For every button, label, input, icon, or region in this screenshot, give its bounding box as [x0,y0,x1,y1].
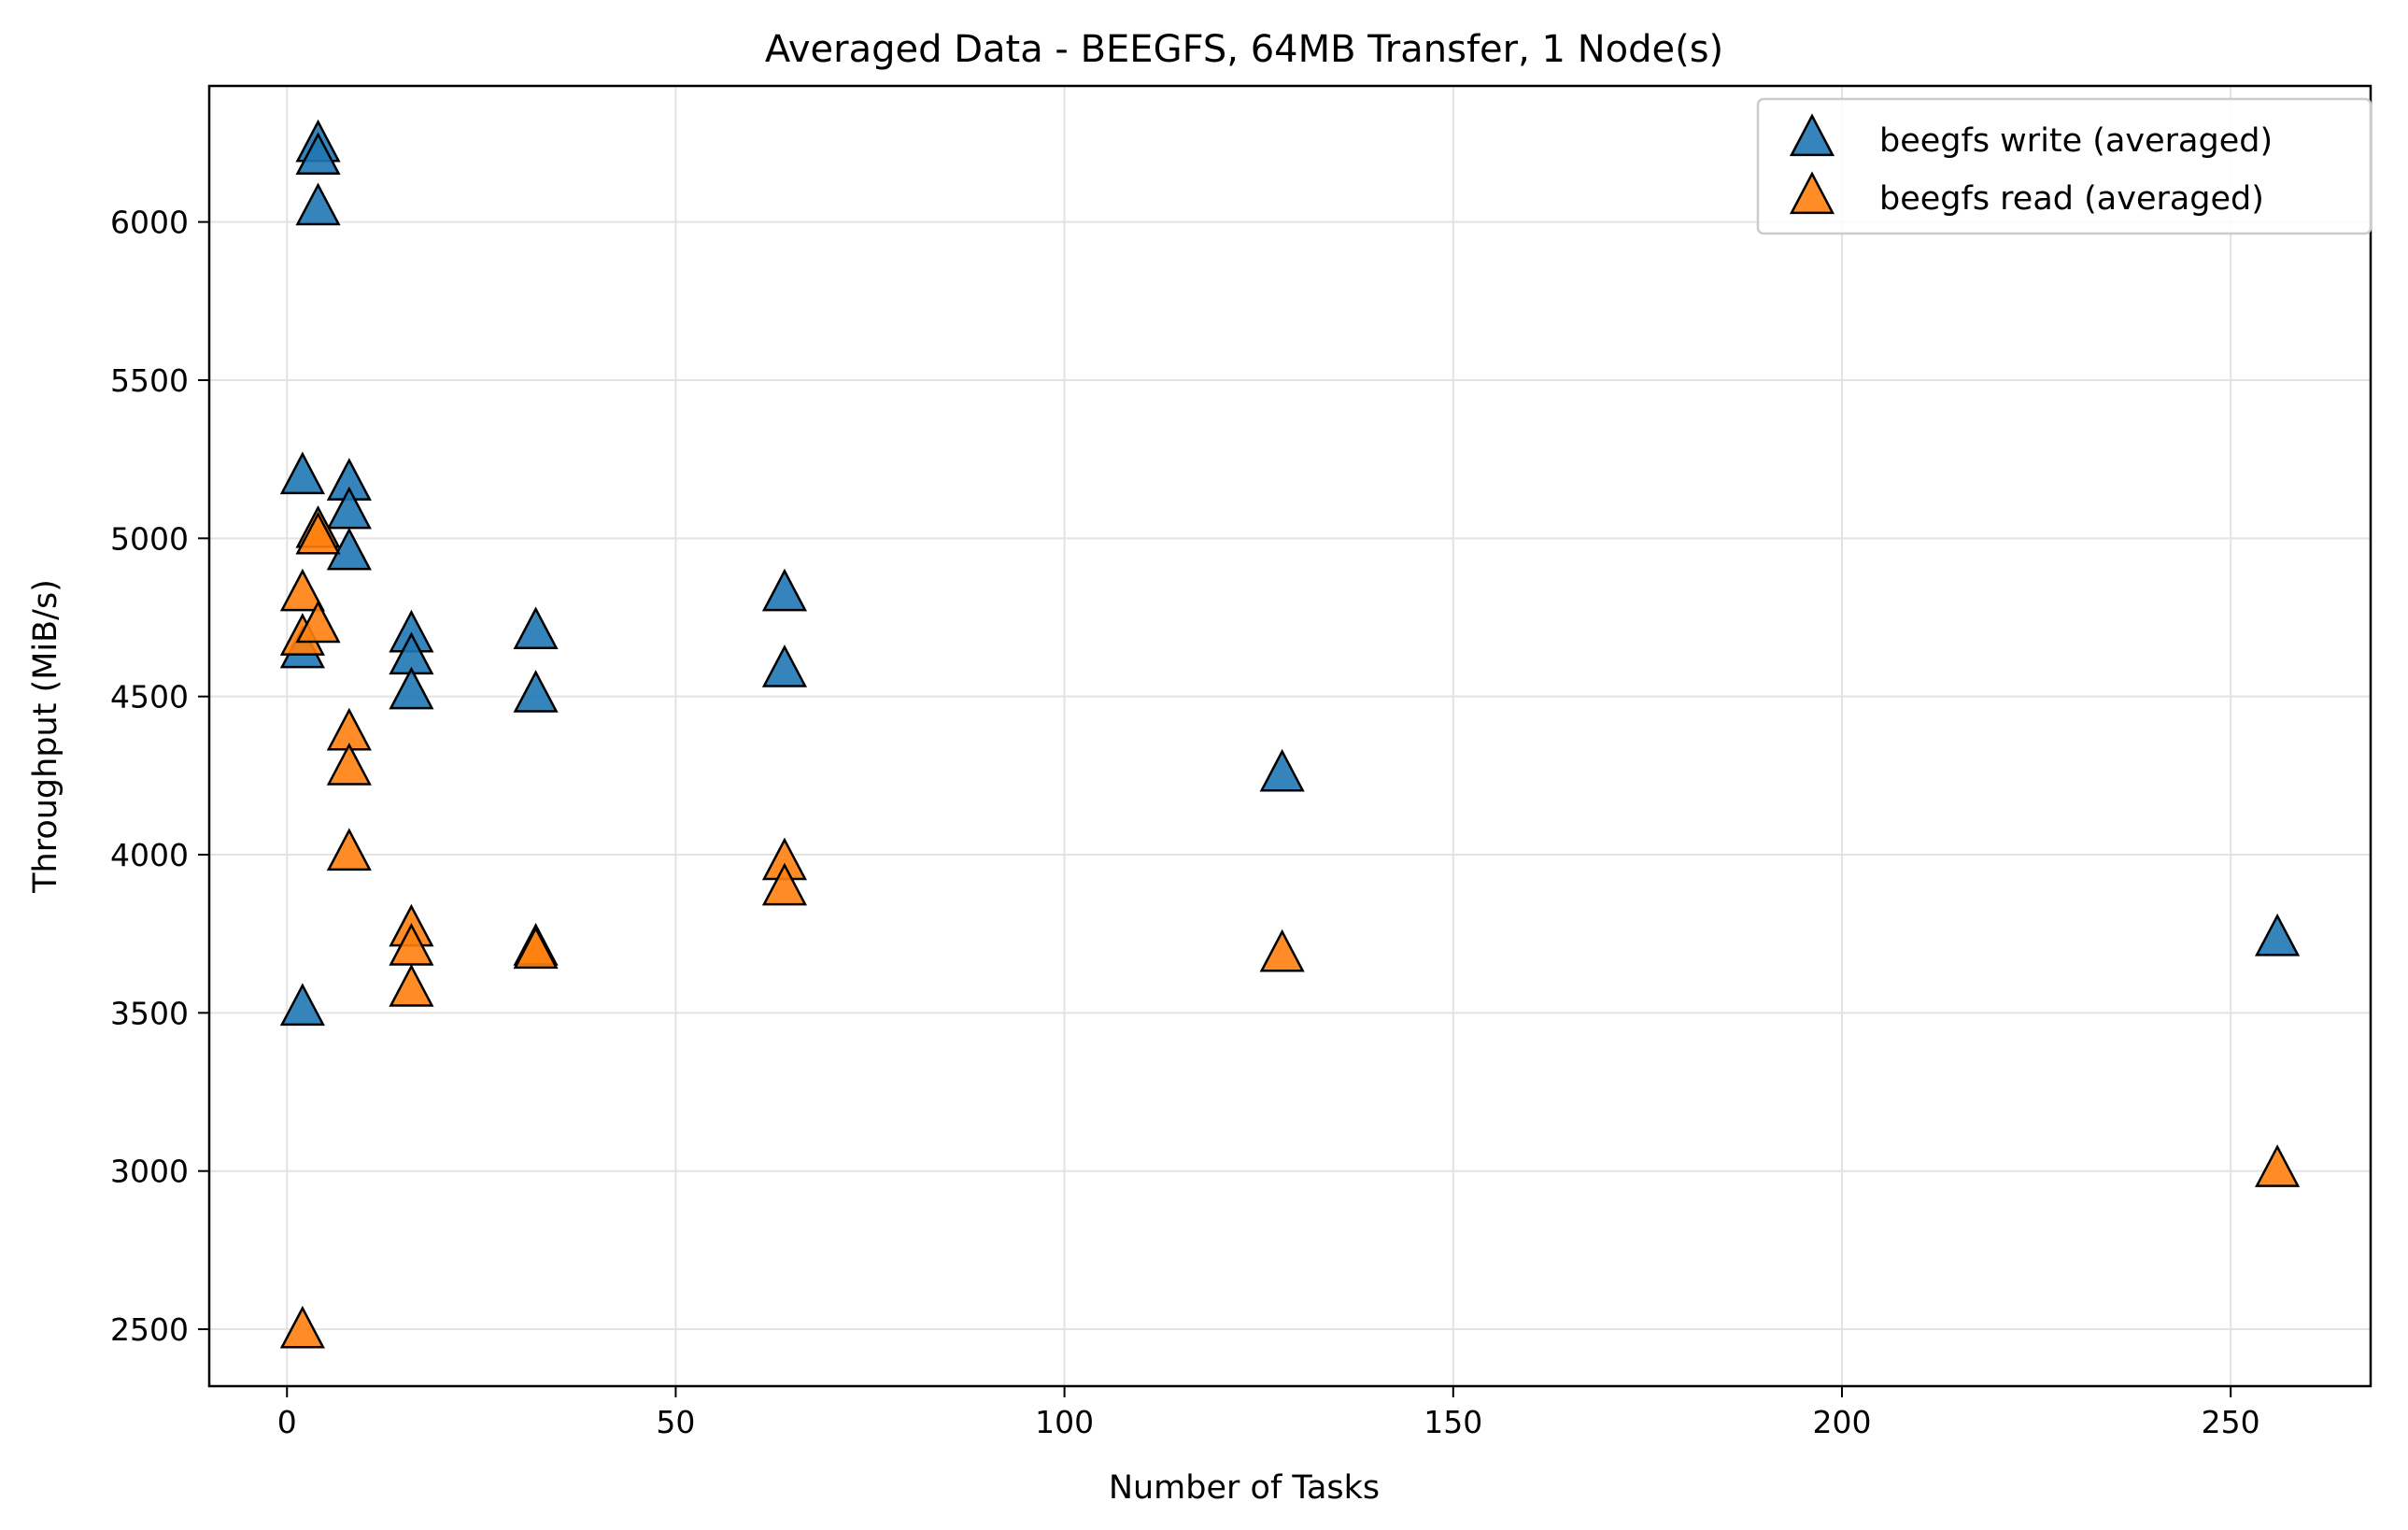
legend: beegfs write (averaged) beegfs read (aver… [1756,97,2373,235]
series-write [279,119,2301,1027]
y-tick-label: 4000 [110,837,189,873]
y-tick-label: 2500 [110,1311,189,1348]
y-tick-label: 5500 [110,362,189,399]
series-read [279,504,2301,1349]
data-point [295,600,341,644]
data-point [761,568,808,612]
x-tick-label: 250 [2202,1404,2260,1440]
legend-label: beegfs read (averaged) [1879,180,2264,218]
y-tick-label: 4500 [110,679,189,715]
data-point [279,1305,325,1349]
data-point [279,983,325,1027]
data-point [326,527,372,571]
axis-ticks: 0 50 100 150 200 250 2500 3000 3500 4000 4500 5000 5… [110,205,2260,1440]
x-tick-label: 0 [277,1404,297,1440]
data-point [761,862,808,906]
data-point [1259,748,1305,792]
data-point [326,828,372,871]
legend-marker [1789,171,1835,215]
grid-lines [209,86,2371,1386]
y-tick-label: 5000 [110,520,189,557]
legend-label: beegfs write (averaged) [1879,122,2273,160]
y-tick-label: 6000 [110,205,189,241]
data-point [761,644,808,687]
x-axis-label: Number of Tasks [1109,1469,1380,1507]
data-point [2255,913,2301,956]
y-tick-label: 3500 [110,995,189,1031]
x-tick-label: 50 [656,1404,695,1440]
x-tick-label: 200 [1812,1404,1871,1440]
data-point [279,568,325,612]
data-point [295,132,341,176]
data-point [513,926,559,970]
y-axis-label: Throughput (MiB/s) [27,579,64,894]
chart-title: Averaged Data - BEEGFS, 64MB Transfer, 1… [765,28,1723,71]
data-point [513,606,559,650]
data-point [295,182,341,226]
data-point [326,742,372,786]
legend-box [1756,97,2373,235]
legend-marker [1789,113,1835,157]
x-tick-label: 150 [1424,1404,1482,1440]
data-point [389,666,434,710]
data-point [2255,1144,2301,1187]
data-point [295,511,341,555]
data-point [1259,928,1305,972]
data-point [513,670,559,713]
plot-frame [207,84,2373,1388]
data-point [279,451,325,495]
x-tick-label: 100 [1035,1404,1094,1440]
y-tick-label: 3000 [110,1154,189,1190]
data-point [389,964,434,1007]
data-points [279,119,2301,1349]
